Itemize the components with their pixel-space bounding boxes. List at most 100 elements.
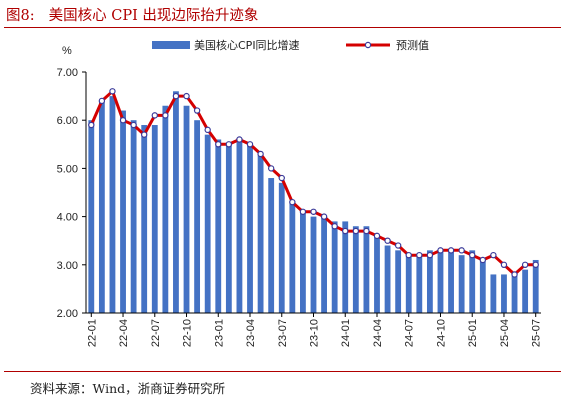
x-tick-label: 22-10 <box>182 319 194 347</box>
bar-23-10 <box>310 216 317 313</box>
bar-24-08 <box>416 255 423 313</box>
legend: 美国核心CPI同比增速 预测值 <box>152 38 429 52</box>
forecast-point-24-05 <box>384 237 391 244</box>
bar-23-01 <box>215 139 222 313</box>
forecast-point-23-10 <box>310 208 317 215</box>
bar-25-07 <box>532 259 539 313</box>
bar-24-05 <box>384 245 391 313</box>
bar-23-12 <box>331 221 338 313</box>
bar-22-11 <box>194 120 201 313</box>
bar-22-01 <box>88 120 95 313</box>
legend-bar-label: 美国核心CPI同比增速 <box>194 38 300 52</box>
forecast-point-23-04 <box>246 141 254 148</box>
forecast-point-24-08 <box>416 251 423 259</box>
x-tick-label: 24-07 <box>404 319 416 347</box>
legend-line-label: 预测值 <box>396 39 429 52</box>
bar-22-09 <box>173 91 179 313</box>
axes: 2.00 3.00 4.00 5.00 6.00 7.00 22-01 22-04 22-07 2… <box>57 67 543 347</box>
forecast-point-22-08 <box>162 112 169 119</box>
forecast-point-22-04 <box>119 116 127 124</box>
y-tick-label: 4.00 <box>57 212 78 224</box>
bar-23-07 <box>278 182 285 313</box>
x-tick-label: 22-01 <box>86 319 98 347</box>
forecast-point-22-07 <box>151 112 158 119</box>
forecast-point-23-05 <box>257 150 264 158</box>
forecast-point-22-05 <box>130 121 137 129</box>
y-tick-label: 5.00 <box>57 163 78 175</box>
bottom-rule <box>4 371 561 372</box>
bar-23-06 <box>268 178 275 313</box>
forecast-point-25-06 <box>521 261 529 268</box>
bar-23-02 <box>225 144 232 313</box>
forecast-point-22-11 <box>193 107 201 114</box>
forecast-point-23-01 <box>215 141 222 148</box>
legend-bar-swatch <box>152 41 190 49</box>
bar-25-04 <box>501 274 507 313</box>
y-tick-label: 6.00 <box>57 115 78 127</box>
x-tick-label: 25-01 <box>467 319 479 347</box>
forecast-point-23-02 <box>225 141 233 148</box>
x-tick-label: 24-04 <box>372 319 384 347</box>
forecast-point-24-03 <box>363 227 370 235</box>
forecast-point-23-08 <box>289 198 296 206</box>
bar-24-12 <box>458 255 465 313</box>
bar-24-10 <box>437 250 444 313</box>
forecast-point-25-07 <box>532 261 539 268</box>
bar-22-07 <box>151 125 158 314</box>
forecast-point-22-10 <box>183 92 190 100</box>
forecast-point-25-05 <box>511 271 518 278</box>
x-tick-label: 23-07 <box>277 319 289 347</box>
forecast-point-23-11 <box>320 213 328 220</box>
forecast-point-22-12 <box>204 126 211 134</box>
forecast-point-23-06 <box>267 165 275 172</box>
bar-series <box>88 91 539 314</box>
forecast-point-24-11 <box>447 247 455 254</box>
bar-25-05 <box>511 274 518 313</box>
bar-23-05 <box>257 153 264 313</box>
bar-24-09 <box>426 250 433 313</box>
x-tick-label: 23-10 <box>309 319 321 347</box>
forecast-point-25-04 <box>500 261 508 268</box>
forecast-point-24-12 <box>458 247 465 254</box>
x-tick-label: 25-07 <box>531 319 543 347</box>
figure-number: 图8: <box>6 8 35 24</box>
forecast-point-23-03 <box>236 136 243 143</box>
x-tick-label: 25-04 <box>499 319 511 347</box>
forecast-point-24-02 <box>352 227 360 235</box>
bar-23-04 <box>247 144 253 313</box>
forecast-point-24-07 <box>405 251 412 259</box>
x-tick-label: 22-04 <box>118 319 130 347</box>
bar-25-03 <box>490 274 497 313</box>
bar-24-07 <box>405 255 412 313</box>
forecast-point-22-02 <box>98 97 106 105</box>
bar-25-01 <box>469 250 476 313</box>
forecast-series <box>88 88 539 278</box>
top-rule <box>4 27 561 28</box>
x-tick-label: 22-07 <box>150 319 162 347</box>
forecast-point-23-12 <box>331 223 338 230</box>
bar-22-06 <box>141 125 148 314</box>
x-tick-label: 23-04 <box>245 319 257 347</box>
x-tick-label: 23-01 <box>213 319 225 347</box>
bar-22-12 <box>204 134 211 313</box>
forecast-point-24-01 <box>342 227 349 235</box>
forecast-point-23-09 <box>299 208 307 215</box>
forecast-point-22-01 <box>88 121 95 129</box>
bar-24-11 <box>448 250 454 313</box>
bar-25-06 <box>522 269 529 313</box>
y-axis-unit: % <box>62 45 72 57</box>
bar-22-02 <box>98 100 105 313</box>
forecast-point-24-04 <box>373 232 381 240</box>
bar-23-03 <box>236 139 243 313</box>
source-note: 资料来源：Wind，浙商证券研究所 <box>30 381 226 396</box>
x-tick-label: 24-10 <box>435 319 447 347</box>
bar-23-11 <box>321 216 327 313</box>
bar-24-06 <box>395 250 402 313</box>
figure-title: 图8: 美国核心 CPI 出现边际抬升迹象 <box>6 4 258 25</box>
forecast-point-22-09 <box>172 92 180 100</box>
bar-23-09 <box>300 211 306 313</box>
figure-title-text: 美国核心 CPI 出现边际抬升迹象 <box>48 8 259 24</box>
bar-24-03 <box>363 226 370 313</box>
forecast-point-24-09 <box>426 251 434 259</box>
